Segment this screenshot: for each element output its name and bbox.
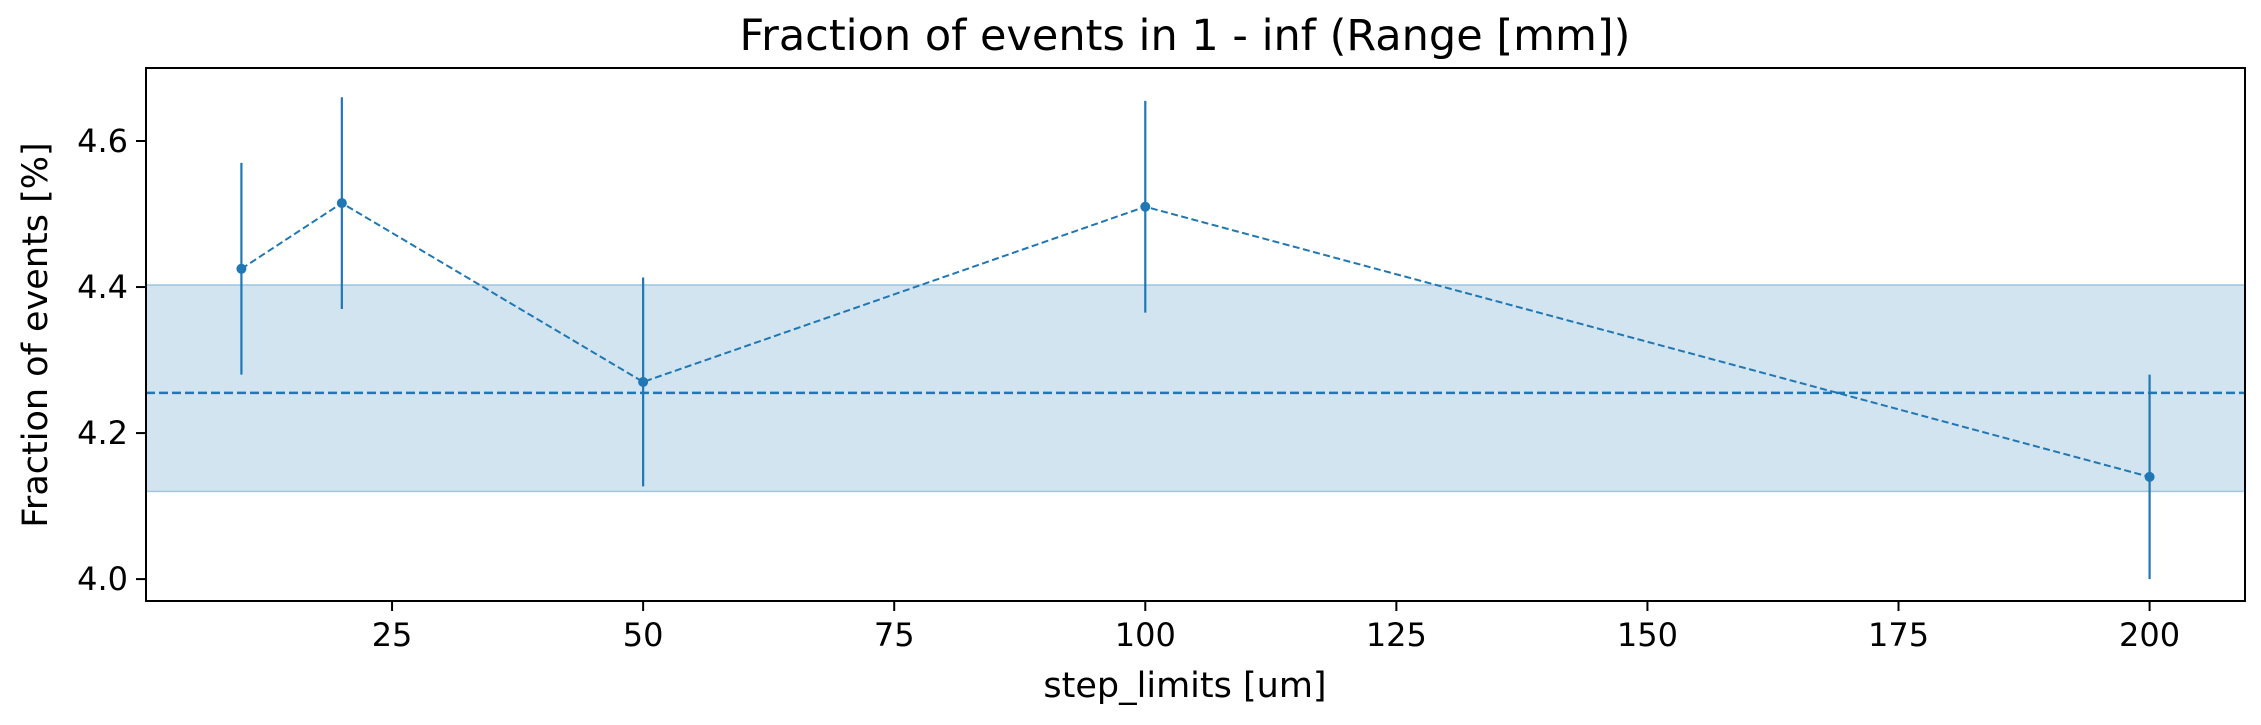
data-point [2144, 471, 2155, 482]
x-tick-label: 175 [1868, 616, 1929, 654]
data-point [1140, 201, 1151, 212]
x-tick-label: 200 [2119, 616, 2180, 654]
x-axis-label: step_limits [um] [1043, 666, 1326, 706]
x-ticks: 25 50 75 100 125 150 175 200 [372, 601, 2180, 654]
uncertainty-band [146, 284, 2245, 492]
y-tick-label: 4.4 [77, 268, 128, 306]
series-line [240, 201, 2150, 478]
x-tick-label: 75 [874, 616, 915, 654]
data-point [336, 198, 347, 209]
x-tick-label: 125 [1366, 616, 1427, 654]
y-axis-label: Fraction of events [%] [16, 142, 56, 527]
x-tick-label: 50 [623, 616, 664, 654]
x-tick-label: 25 [372, 616, 413, 654]
y-tick-label: 4.2 [77, 414, 128, 452]
chart-title: Fraction of events in 1 - inf (Range [mm… [740, 11, 1631, 61]
y-tick-label: 4.0 [77, 560, 128, 598]
x-tick-label: 150 [1617, 616, 1678, 654]
data-point [236, 263, 247, 274]
x-tick-label: 100 [1115, 616, 1176, 654]
y-ticks: 4.0 4.2 4.4 4.6 [77, 122, 146, 598]
series-layer [236, 97, 2155, 580]
data-point [638, 376, 649, 387]
plot-frame [145, 67, 2246, 602]
uncertainty-band-layer [146, 284, 2245, 493]
y-tick-label: 4.6 [77, 122, 128, 160]
